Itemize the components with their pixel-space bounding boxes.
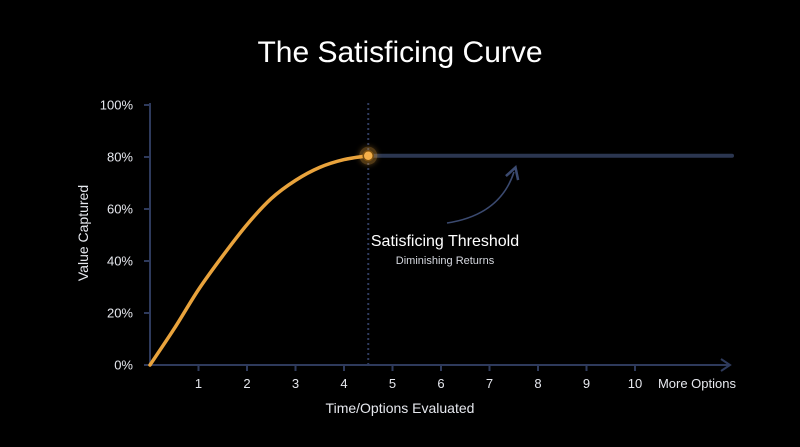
y-tick-label: 40% [107, 254, 133, 269]
threshold-point [362, 149, 374, 162]
y-tick-label: 60% [107, 202, 133, 217]
y-tick-label: 20% [107, 306, 133, 321]
x-tick-label: 1 [195, 376, 202, 391]
annotation-arrow [446, 164, 520, 224]
annotation-title: Satisficing Threshold [371, 233, 519, 250]
x-axis-title: Time/Options Evaluated [326, 400, 475, 416]
x-tick-label: 2 [243, 376, 250, 391]
x-tick-label: 8 [534, 376, 541, 391]
x-tick-label: 4 [340, 376, 347, 391]
y-tick-label: 80% [107, 150, 133, 165]
ticks-group: 0% 20% 40% 60% 80% 100% 1 2 3 4 5 6 7 8 9 10 More Option… [100, 98, 737, 392]
y-tick-label: 100% [100, 98, 134, 113]
x-tick-label: 10 [628, 376, 642, 391]
x-tick-label: 3 [292, 376, 299, 391]
chart-title: The Satisficing Curve [257, 36, 542, 69]
annotation-subtitle: Diminishing Returns [396, 255, 495, 267]
x-tick-label: 6 [437, 376, 444, 391]
x-end-label: More Options [658, 376, 737, 391]
x-tick-label: 7 [486, 376, 493, 391]
x-axis-arrowhead [720, 358, 732, 372]
y-axis-title: Value Captured [75, 185, 91, 281]
x-tick-label: 5 [389, 376, 396, 391]
value-curve [148, 153, 370, 367]
x-tick-label: 9 [583, 376, 590, 391]
y-tick-label: 0% [114, 358, 133, 373]
plot-group [148, 103, 734, 367]
